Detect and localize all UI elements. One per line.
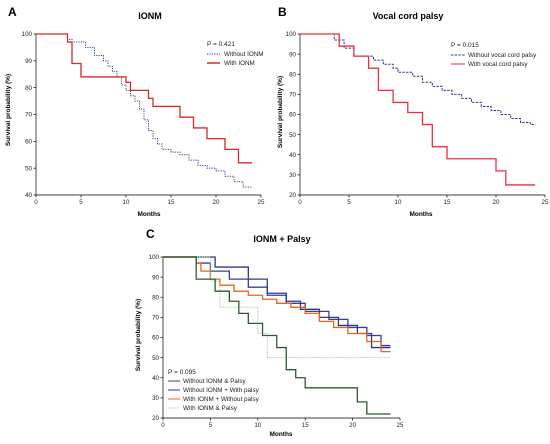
panel-a-x-tick-label: 15: [168, 199, 175, 206]
panel-c-xlabel: Months: [269, 431, 292, 438]
panel-b-x-tick-label: 10: [395, 199, 402, 206]
panel-c-title: IONM + Palsy: [253, 234, 310, 244]
panel-c-x-tick-label: 25: [397, 422, 404, 429]
panel-b-y-tick-label: 90: [289, 51, 296, 58]
panel-a-y-tick-label: 90: [25, 58, 32, 65]
panel-c-ylabel: Survival probability (%): [135, 299, 142, 371]
panel-a-title: IONM: [138, 11, 162, 21]
panel-c-y-tick-label: 70: [152, 315, 159, 322]
panel-c-y-tick-label: 80: [152, 294, 159, 301]
panel-a-xlabel: Months: [137, 211, 160, 218]
panel-b-y-tick-label: 50: [289, 132, 296, 139]
panel-b-x-tick-label: 0: [298, 199, 302, 206]
panel-c-letter: C: [146, 227, 155, 241]
panel-a-y-tick-label: 60: [25, 139, 32, 146]
panel-c-x-tick-label: 10: [254, 422, 261, 429]
panel-b-series-line-1: [300, 33, 536, 126]
panel-b-legend-label-2: With vocal cord palsy: [468, 61, 528, 68]
panel-a-x-tick-label: 5: [79, 199, 83, 206]
panel-c-legend-label-4: With IONM & Palsy: [183, 405, 238, 412]
panel-b-y-tick-label: 40: [289, 152, 296, 159]
panel-c-y-tick-label: 40: [152, 375, 159, 382]
panel-c-series-line-2: [163, 256, 391, 349]
panel-a: A IONM Months Survival probability (%) P…: [5, 5, 264, 218]
panel-a-ylabel: Survival probability (%): [5, 74, 12, 146]
panel-b-y-tick-label: 30: [289, 172, 296, 179]
panel-c-series-line-4: [163, 256, 391, 359]
panel-b-letter: B: [278, 5, 287, 19]
panel-b-title: Vocal cord palsy: [373, 11, 444, 21]
panel-b: B Vocal cord palsy Months Survival proba…: [277, 5, 537, 218]
panel-a-legend-label-1: Without IONM: [224, 51, 264, 58]
panel-c-x-tick-label: 5: [209, 422, 213, 429]
panel-b-y-tick-label: 20: [289, 192, 296, 199]
panel-c-p-value: P = 0.095: [168, 369, 196, 376]
panel-a-x-tick-label: 10: [123, 199, 130, 206]
panel-c-legend-label-3: With IONM + Without palsy: [183, 396, 260, 403]
panel-c-legend-label-2: Without IONM + With palsy: [183, 387, 260, 394]
panel-c-y-tick-label: 90: [152, 274, 159, 281]
panel-b-y-tick-label: 80: [289, 71, 296, 78]
panel-a-x-tick-label: 20: [213, 199, 220, 206]
panel-b-xlabel: Months: [409, 211, 432, 218]
panel-a-legend-label-2: With IONM: [224, 60, 255, 67]
panel-b-x-tick-label: 25: [542, 199, 549, 206]
panel-c-y-tick-label: 100: [149, 254, 160, 261]
panel-c: C IONM + Palsy Months Survival probabili…: [135, 227, 311, 438]
panel-b-x-tick-label: 5: [347, 199, 351, 206]
panel-c-y-tick-label: 30: [152, 395, 159, 402]
panel-a-x-tick-label: 25: [258, 199, 265, 206]
panel-c-x-tick-label: 0: [161, 422, 165, 429]
panel-c-legend-label-1: Without IONM & Palsy: [183, 378, 246, 385]
panel-b-legend: Without vocal cord palsy With vocal cord…: [451, 52, 537, 68]
panel-a-x-tick-label: 0: [34, 199, 38, 206]
panel-b-series-line-2: [300, 33, 536, 186]
panel-b-ylabel: Survival probability (%): [277, 76, 284, 148]
panel-b-p-value: P = 0.015: [451, 42, 479, 49]
panel-c-x-tick-label: 15: [302, 422, 309, 429]
panel-a-p-value: P = 0.421: [207, 41, 235, 48]
panel-b-y-tick-label: 70: [289, 92, 296, 99]
panel-b-x-tick-label: 15: [444, 199, 451, 206]
panel-a-y-tick-label: 40: [25, 192, 32, 199]
panel-b-y-tick-label: 60: [289, 112, 296, 119]
panel-a-y-tick-label: 50: [25, 165, 32, 172]
panel-b-y-tick-label: 100: [286, 31, 297, 38]
panel-a-y-tick-label: 100: [22, 31, 33, 38]
panel-a-series-line-1: [36, 33, 252, 188]
panel-a-letter: A: [8, 5, 17, 19]
panel-c-y-tick-label: 60: [152, 335, 159, 342]
panel-a-y-tick-label: 80: [25, 85, 32, 92]
panel-b-legend-label-1: Without vocal cord palsy: [468, 52, 537, 59]
panel-c-x-tick-label: 20: [349, 422, 356, 429]
panel-c-y-tick-label: 20: [152, 415, 159, 422]
panel-a-legend: Without IONM With IONM: [207, 51, 264, 67]
panel-c-series-line-5: [163, 256, 391, 415]
panel-a-y-tick-label: 70: [25, 112, 32, 119]
series-layer: [36, 33, 536, 415]
panel-c-legend: Without IONM & Palsy Without IONM + With…: [168, 378, 260, 412]
panel-b-x-tick-label: 20: [493, 199, 500, 206]
panel-c-y-tick-label: 50: [152, 355, 159, 362]
panel-a-series-line-2: [36, 33, 252, 164]
